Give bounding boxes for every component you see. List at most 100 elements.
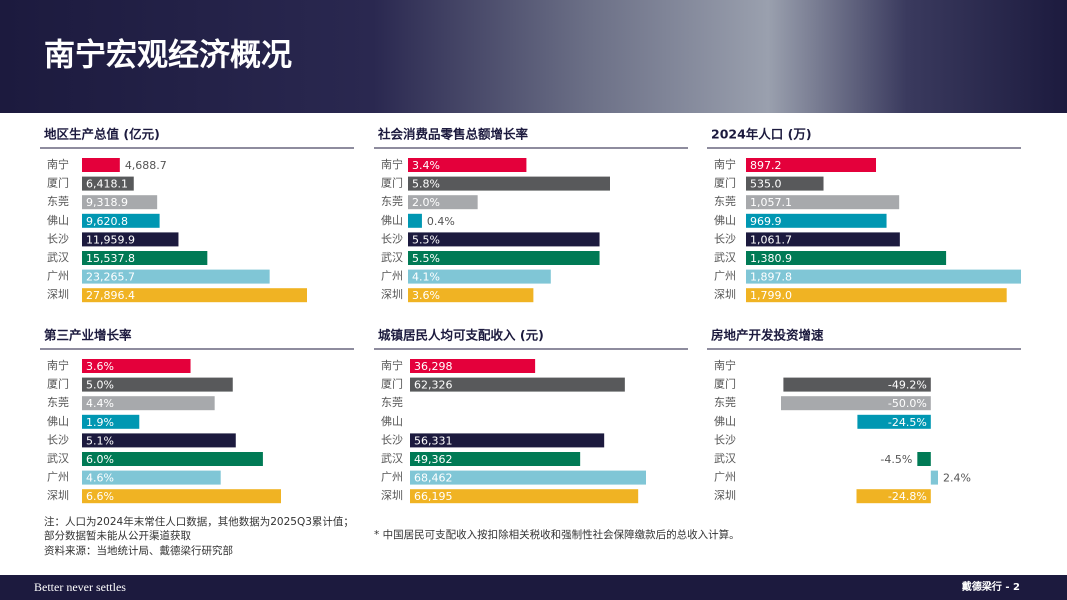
bar [783, 377, 931, 392]
value-label: 1,897.8 [750, 271, 792, 284]
value-label: 5.5% [412, 252, 440, 265]
category-label: 广州 [381, 471, 403, 484]
category-label: 武汉 [714, 251, 736, 264]
bar [408, 195, 478, 210]
bar [410, 433, 605, 448]
category-label: 佛山 [714, 214, 736, 227]
bar [408, 158, 527, 172]
value-label: 23,265.7 [86, 271, 135, 284]
bar [408, 213, 422, 228]
bar [408, 288, 534, 303]
bar [917, 452, 931, 466]
chart-title: 社会消费品零售总额增长率 [377, 127, 529, 142]
note: 部分数据暂未能从公开渠道获取 [44, 529, 191, 542]
category-label: 南宁 [47, 157, 69, 171]
value-label: 897.2 [750, 159, 782, 172]
category-label: 武汉 [47, 251, 69, 264]
category-label: 深圳 [714, 489, 736, 502]
value-label: 9,620.8 [86, 215, 128, 228]
bar [410, 359, 536, 373]
value-label: 1,799.0 [750, 289, 792, 302]
category-label: 东莞 [714, 396, 736, 409]
page-title: 南宁宏观经济概况 [44, 38, 292, 74]
value-label: 4.1% [412, 271, 440, 284]
value-label: -24.5% [888, 416, 927, 429]
value-label: 2.4% [943, 472, 971, 485]
value-label: 49,362 [414, 453, 453, 466]
chart-title: 房地产开发投资增速 [711, 328, 824, 343]
category-label: 长沙 [47, 433, 69, 446]
category-label: 长沙 [714, 433, 736, 446]
category-label: 东莞 [47, 195, 69, 208]
category-label: 厦门 [47, 377, 69, 391]
header-band [0, 0, 1067, 113]
value-label: 3.4% [412, 159, 440, 172]
value-label: 27,896.4 [86, 289, 135, 302]
value-label: 4.6% [86, 472, 114, 485]
category-label: 东莞 [47, 396, 69, 409]
bar [82, 489, 281, 504]
bar [410, 489, 639, 504]
bar [746, 213, 887, 228]
category-label: 南宁 [714, 157, 736, 171]
category-label: 南宁 [381, 157, 403, 171]
value-label: 5.5% [412, 233, 440, 246]
bar [856, 489, 931, 504]
value-label: 3.6% [412, 289, 440, 302]
category-label: 长沙 [714, 232, 736, 245]
category-label: 厦门 [381, 377, 403, 391]
bar [82, 414, 140, 429]
category-label: 东莞 [714, 195, 736, 208]
bar [82, 251, 208, 265]
bar [930, 470, 938, 485]
category-label: 南宁 [381, 358, 403, 372]
value-label: -24.8% [888, 490, 927, 503]
value-label: 535.0 [750, 178, 782, 191]
value-label: 36,298 [414, 360, 453, 373]
category-label: 长沙 [381, 232, 403, 245]
category-label: 广州 [714, 471, 736, 484]
bar [82, 269, 270, 284]
chart-title: 2024年人口 (万) [711, 127, 812, 142]
category-label: 佛山 [47, 415, 69, 428]
category-label: 深圳 [381, 288, 403, 301]
bar [82, 470, 221, 485]
category-label: 武汉 [47, 452, 69, 465]
value-label: 4.4% [86, 397, 114, 410]
value-label: 6.6% [86, 490, 114, 503]
bar [408, 251, 600, 265]
bar [82, 452, 263, 466]
bar [746, 158, 877, 172]
category-label: 广州 [47, 270, 69, 283]
bar [410, 377, 625, 392]
category-label: 广州 [47, 471, 69, 484]
bar [82, 359, 191, 373]
page-number: 戴德梁行 - 2 [962, 580, 1020, 593]
value-label: 1,380.9 [750, 252, 792, 265]
bar [746, 288, 1007, 303]
value-label: 1.9% [86, 416, 114, 429]
bar [408, 176, 610, 191]
value-label: 4,688.7 [125, 159, 167, 172]
value-label: 66,195 [414, 490, 453, 503]
category-label: 深圳 [47, 288, 69, 301]
source: 资料来源：当地统计局、戴德梁行研究部 [44, 544, 233, 557]
value-label: -4.5% [880, 453, 912, 466]
category-label: 长沙 [47, 232, 69, 245]
category-label: 厦门 [714, 176, 736, 190]
category-label: 佛山 [381, 214, 403, 227]
value-label: -50.0% [888, 397, 927, 410]
value-label: 6,418.1 [86, 178, 128, 191]
value-label: 2.0% [412, 196, 440, 209]
value-label: -49.2% [888, 379, 927, 392]
note: 注：人口为2024年末常住人口数据，其他数据为2025Q3累计值； [44, 515, 354, 528]
bar [410, 470, 646, 485]
bar [746, 269, 1021, 284]
value-label: 68,462 [414, 472, 453, 485]
bar [408, 232, 600, 247]
bar [82, 232, 179, 247]
value-label: 1,061.7 [750, 233, 792, 246]
category-label: 武汉 [381, 251, 403, 264]
